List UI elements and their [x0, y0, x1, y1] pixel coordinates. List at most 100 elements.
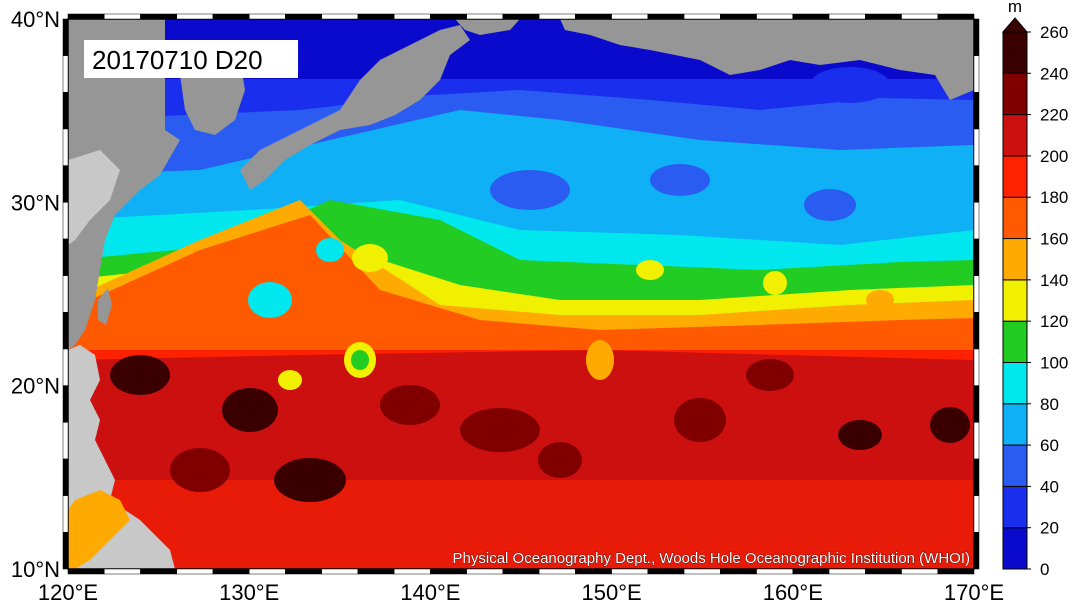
- colorbar-tick-label: 40: [1040, 477, 1059, 496]
- frame-segment: [62, 312, 69, 350]
- frame-segment: [575, 13, 612, 20]
- frame-segment: [937, 13, 975, 20]
- frame-segment: [973, 422, 980, 460]
- land-indochina: [68, 150, 120, 245]
- frame-segment: [973, 458, 980, 496]
- frame-segment: [937, 568, 975, 575]
- frame-segment: [756, 568, 794, 575]
- frame-segment: [321, 568, 359, 575]
- coastal-shallow-zone: [68, 490, 130, 569]
- frame-segment: [248, 568, 286, 575]
- frame-segment: [466, 568, 504, 575]
- y-tick-label: 10°N: [11, 557, 60, 582]
- y-tick-label: 20°N: [11, 374, 60, 399]
- colorbar-tick-label: 220: [1040, 106, 1068, 125]
- frame-segment: [901, 13, 939, 20]
- x-axis-ticks: 120°E 130°E 140°E 150°E 160°E 170°E: [38, 580, 1004, 605]
- frame-segment: [357, 13, 395, 20]
- frame-segment: [502, 13, 540, 20]
- frame-segment: [865, 13, 902, 20]
- frame-segment: [466, 13, 504, 20]
- colorbar-swatch: [1002, 485, 1028, 529]
- colorbar-tick-label: 240: [1040, 64, 1068, 83]
- colorbar-tick-label: 180: [1040, 188, 1068, 207]
- frame-segment: [792, 568, 830, 575]
- frame-segment: [62, 238, 69, 276]
- colorbar-tick-label: 100: [1040, 353, 1068, 372]
- frame-segment: [62, 55, 69, 93]
- frame-segment: [248, 13, 286, 20]
- frame-segment: [647, 13, 685, 20]
- frame-segment: [62, 385, 69, 423]
- frame-segment: [973, 238, 980, 276]
- frame-segment: [538, 13, 576, 20]
- frame-segment: [357, 568, 395, 575]
- frame-segment: [683, 13, 721, 20]
- colorbar-tick-label: 160: [1040, 230, 1068, 249]
- frame-segment: [828, 13, 866, 20]
- colorbar-swatch: [1002, 72, 1028, 116]
- land-asia-mainland: [68, 19, 180, 350]
- colorbar-tick-label: 200: [1040, 147, 1068, 166]
- frame-segment: [720, 13, 757, 20]
- frame-segment: [62, 422, 69, 460]
- title-box: 20170710 D20: [84, 40, 298, 78]
- y-tick-label: 30°N: [11, 190, 60, 215]
- frame-segment: [683, 568, 721, 575]
- frame-segment: [176, 13, 214, 20]
- land-north-east: [560, 19, 974, 100]
- frame-segment: [973, 202, 980, 240]
- colorbar-swatch: [1002, 114, 1028, 157]
- frame-segment: [393, 13, 431, 20]
- colorbar-swatch: [1002, 320, 1028, 363]
- colorbar-swatch: [1002, 361, 1028, 405]
- frame-segment: [62, 495, 69, 533]
- colorbar-top-arrow: [1001, 17, 1029, 33]
- land-taiwan: [98, 288, 112, 325]
- x-tick-label: 150°E: [582, 580, 642, 605]
- map-title: 20170710 D20: [92, 45, 263, 75]
- frame-segment: [973, 275, 980, 313]
- frame-segment: [62, 165, 69, 203]
- frame-segment: [212, 13, 250, 20]
- frame-segment: [538, 568, 576, 575]
- credit-text: Physical Oceanography Dept., Woods Hole …: [453, 550, 970, 567]
- frame-segment: [103, 13, 141, 20]
- colorbar-swatch: [1002, 403, 1028, 446]
- frame-segment: [792, 13, 830, 20]
- colorbar-tick-label: 20: [1040, 519, 1059, 538]
- frame-segment: [575, 568, 612, 575]
- colorbar-swatch: [1002, 444, 1028, 487]
- colorbar-tick-label: 0: [1040, 560, 1049, 579]
- colorbar-tick-label: 120: [1040, 312, 1068, 331]
- frame-segment: [973, 348, 980, 386]
- frame-segment: [973, 495, 980, 533]
- land-hokkaido: [455, 19, 520, 35]
- y-tick-label: 40°N: [11, 7, 60, 32]
- frame-segment: [62, 275, 69, 313]
- map-panel: [68, 19, 974, 569]
- frame-segment: [865, 568, 902, 575]
- frame-segment: [140, 13, 177, 20]
- frame-segment: [502, 568, 540, 575]
- frame-segment: [828, 568, 866, 575]
- frame-segment: [176, 568, 214, 575]
- colorbar-swatch: [1002, 196, 1028, 240]
- frame-segment: [285, 568, 322, 575]
- x-tick-label: 160°E: [763, 580, 823, 605]
- frame-segment: [973, 385, 980, 423]
- frame-segment: [62, 348, 69, 386]
- x-tick-label: 120°E: [38, 580, 98, 605]
- frame-segment: [430, 13, 467, 20]
- frame-segment: [973, 312, 980, 350]
- colorbar-tick-label: 140: [1040, 271, 1068, 290]
- map-frame: [62, 13, 980, 575]
- colorbar-tick-label: 80: [1040, 395, 1059, 414]
- colorbar-swatch: [1002, 31, 1028, 74]
- cold-eddies: [248, 67, 894, 390]
- colorbar-swatch: [1002, 155, 1028, 198]
- frame-segment: [62, 18, 69, 56]
- colorbar-tick-label: 60: [1040, 436, 1059, 455]
- frame-segment: [973, 532, 980, 570]
- frame-segment: [62, 532, 69, 570]
